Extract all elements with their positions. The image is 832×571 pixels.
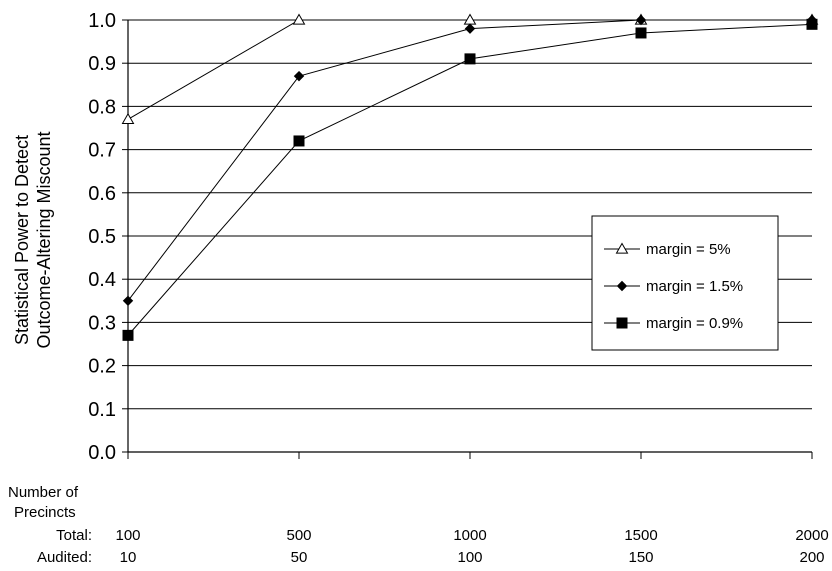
data-point: [293, 135, 305, 147]
x-tick-label-audited: 50: [291, 549, 308, 566]
x-tick-label-audited: 10: [120, 549, 137, 566]
x-tick-label-audited: 200: [799, 549, 824, 566]
series-3: [122, 18, 818, 341]
data-point: [122, 295, 134, 307]
data-point: [806, 18, 818, 30]
legend-item: margin = 1.5%: [604, 278, 743, 295]
y-tick-label: 0.0: [88, 442, 116, 464]
legend-item: margin = 5%: [604, 241, 731, 258]
series-layer: [121, 13, 819, 341]
y-tick-label: 0.8: [88, 96, 116, 118]
data-point: [464, 53, 476, 65]
x-axis-label-line-2: Precincts: [14, 504, 76, 521]
x-tick-label-total: 1000: [453, 527, 486, 544]
y-tick-label: 0.9: [88, 53, 116, 75]
data-point: [463, 13, 477, 25]
text-layer: 0.0 0.1 0.2 0.3 0.4 0.5 0.6 0.7 0.8 0.9 1.0 100 500 1…: [8, 10, 829, 566]
data-point: [293, 70, 305, 82]
legend-label: margin = 1.5%: [646, 278, 743, 295]
series-line: [127, 19, 812, 120]
y-tick-label: 1.0: [88, 10, 116, 32]
y-tick-label: 0.5: [88, 226, 116, 248]
x-tick-label-total: 1500: [624, 527, 657, 544]
y-tick-label: 0.6: [88, 183, 116, 205]
y-tick-label: 0.1: [88, 399, 116, 421]
legend-swatch-marker: [616, 317, 628, 329]
y-tick-label: 0.2: [88, 356, 116, 378]
y-tick-label: 0.3: [88, 312, 116, 334]
row-label-total: Total:: [56, 527, 92, 544]
data-point: [464, 23, 476, 34]
data-point: [122, 329, 134, 341]
data-point: [635, 14, 647, 26]
series-2: [122, 14, 818, 307]
x-tick-label-total: 2000: [795, 527, 828, 544]
x-axis-label-line-1: Number of: [8, 484, 79, 501]
legend-swatch-marker: [615, 242, 629, 254]
x-tick-label-total: 500: [286, 527, 311, 544]
axis-layer: [122, 19, 813, 459]
data-point: [292, 13, 306, 25]
legend-label: margin = 5%: [646, 241, 731, 258]
y-tick-label: 0.4: [88, 269, 116, 291]
data-point: [121, 112, 135, 124]
y-axis-label: Statistical Power to Detect Outcome-Alter…: [12, 131, 54, 348]
x-tick-label-total: 100: [115, 527, 140, 544]
y-axis-label-line-1: Statistical Power to Detect: [12, 135, 32, 345]
x-tick-label-audited: 150: [628, 549, 653, 566]
y-axis-label-line-2: Outcome-Altering Miscount: [34, 131, 54, 348]
legend: margin = 5% margin = 1.5% margin = 0.9%: [591, 215, 779, 351]
legend-swatch-marker: [616, 280, 628, 292]
legend-item: margin = 0.9%: [604, 315, 743, 332]
row-label-audited: Audited:: [37, 549, 92, 566]
x-tick-label-audited: 100: [457, 549, 482, 566]
y-tick-label: 0.7: [88, 140, 116, 162]
data-point: [635, 27, 647, 39]
legend-label: margin = 0.9%: [646, 315, 743, 332]
